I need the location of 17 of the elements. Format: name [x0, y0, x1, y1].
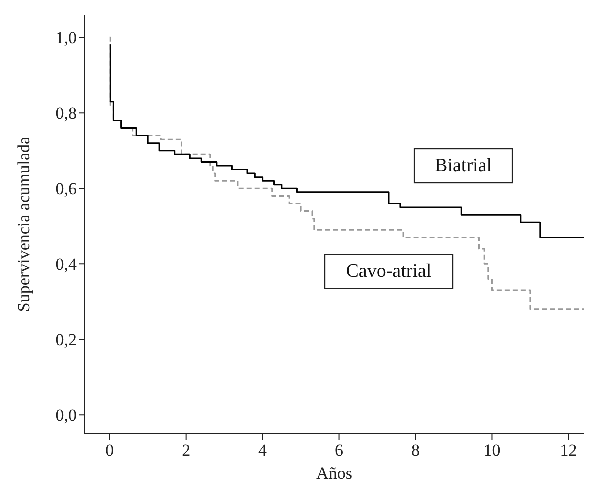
y-tick-label: 0,2	[56, 330, 77, 350]
y-tick-label: 0,0	[56, 406, 77, 426]
y-tick-label: 1,0	[56, 28, 77, 48]
y-tick-label: 0,8	[56, 104, 77, 124]
x-axis-title: Años	[316, 464, 352, 483]
x-tick-label: 10	[484, 441, 501, 460]
y-tick-label: 0,6	[56, 180, 77, 199]
series-label: Biatrial	[435, 155, 492, 176]
x-tick-label: 12	[560, 441, 578, 460]
y-axis-title: Supervivencia acumulada	[14, 136, 34, 312]
x-tick-label: 2	[182, 441, 191, 460]
x-tick-label: 8	[412, 441, 420, 460]
x-tick-label: 6	[335, 441, 344, 460]
x-tick-label: 4	[258, 441, 268, 460]
x-tick-label: 0	[106, 441, 114, 460]
series-label: Cavo-atrial	[346, 261, 432, 282]
y-tick-label: 0,4	[56, 255, 78, 274]
